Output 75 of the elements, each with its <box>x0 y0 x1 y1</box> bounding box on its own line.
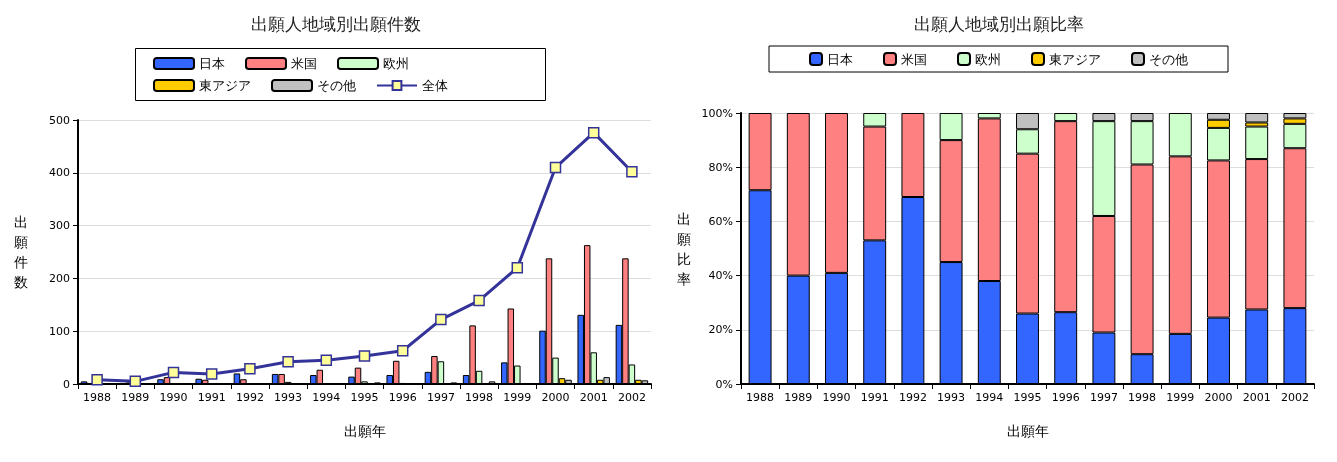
y-tick-label: 100 <box>49 324 70 338</box>
x-tick-label: 1997 <box>426 391 455 404</box>
y-tick-label: 500 <box>49 113 70 127</box>
y-tick-label: 300 <box>49 219 70 233</box>
y-tick-label: 200 <box>49 271 70 285</box>
point <box>320 354 333 366</box>
y-tick-label: 20% <box>708 323 733 337</box>
x-axis-title: 出願年 <box>1006 423 1049 439</box>
x-tick-label: 1994 <box>975 391 1004 404</box>
x-tick-label: 1999 <box>1166 391 1195 404</box>
bar <box>1245 113 1269 123</box>
y-tick-label: 0 <box>63 377 70 391</box>
x-tick-label: 1992 <box>235 391 264 404</box>
legend-label: 欧州 <box>383 56 409 71</box>
point <box>205 368 218 380</box>
x-tick-label: 1993 <box>274 391 303 404</box>
point <box>587 126 600 139</box>
x-axis-title: 出願年 <box>343 423 386 439</box>
x-tick-label: 1988 <box>746 391 775 404</box>
point <box>549 161 562 174</box>
x-tick-label: 1999 <box>503 391 532 404</box>
x-tick-label: 2000 <box>1204 391 1233 404</box>
legend-label: その他 <box>317 78 356 93</box>
legend-label: 米国 <box>901 51 927 67</box>
x-tick-label: 1990 <box>159 391 188 404</box>
x-tick-label: 2000 <box>541 391 570 404</box>
x-tick-label: 1997 <box>1089 391 1118 404</box>
x-tick-label: 1996 <box>1051 391 1080 404</box>
x-tick-label: 1998 <box>1128 391 1157 404</box>
x-tick-label: 1996 <box>388 391 417 404</box>
legend-label: 全体 <box>422 78 448 93</box>
point <box>626 165 638 178</box>
y-tick-label: 100% <box>701 106 733 120</box>
x-tick-label: 1989 <box>784 391 813 404</box>
x-tick-label: 1988 <box>83 391 112 404</box>
y-tick-label: 40% <box>708 269 733 283</box>
point <box>511 262 524 274</box>
chart-title: 出願人地域別出願比率 <box>913 13 1084 34</box>
x-tick-label: 2001 <box>1242 391 1271 404</box>
x-tick-label: 2002 <box>617 391 646 404</box>
point <box>129 375 142 388</box>
y-axis-title: 出願比率 <box>677 210 691 287</box>
y-tick-label: 80% <box>708 160 733 174</box>
point <box>91 374 103 386</box>
y-tick-label: 0% <box>715 377 733 391</box>
legend-label: その他 <box>1149 51 1188 67</box>
legend-label: 東アジア <box>1049 51 1101 67</box>
legend-label: 日本 <box>827 51 853 67</box>
x-tick-label: 1991 <box>197 391 226 404</box>
x-tick-label: 1989 <box>121 391 150 404</box>
x-tick-label: 2002 <box>1280 391 1309 404</box>
x-tick-label: 1992 <box>898 391 927 404</box>
y-tick-label: 60% <box>708 214 733 228</box>
legend-label: 米国 <box>291 56 317 71</box>
x-tick-label: 1995 <box>350 391 379 404</box>
point <box>167 366 180 379</box>
point <box>473 294 485 307</box>
legend-label: 日本 <box>199 56 225 71</box>
x-tick-label: 1990 <box>822 391 851 404</box>
point <box>435 313 447 326</box>
y-tick-label: 400 <box>49 166 70 180</box>
x-tick-label: 1993 <box>937 391 966 404</box>
x-tick-label: 2001 <box>579 391 608 404</box>
x-tick-label: 1994 <box>312 391 341 404</box>
legend-label: 東アジア <box>199 78 251 93</box>
point <box>282 356 294 368</box>
point <box>358 350 371 362</box>
x-tick-label: 1998 <box>465 391 494 404</box>
x-tick-label: 1995 <box>1013 391 1042 404</box>
point <box>396 344 409 357</box>
y-axis-title: 出願件数 <box>14 214 28 290</box>
x-tick-label: 1991 <box>860 391 889 404</box>
legend-label: 欧州 <box>975 51 1001 67</box>
point <box>244 362 256 375</box>
chart-title: 出願人地域別出願件数 <box>250 13 421 34</box>
